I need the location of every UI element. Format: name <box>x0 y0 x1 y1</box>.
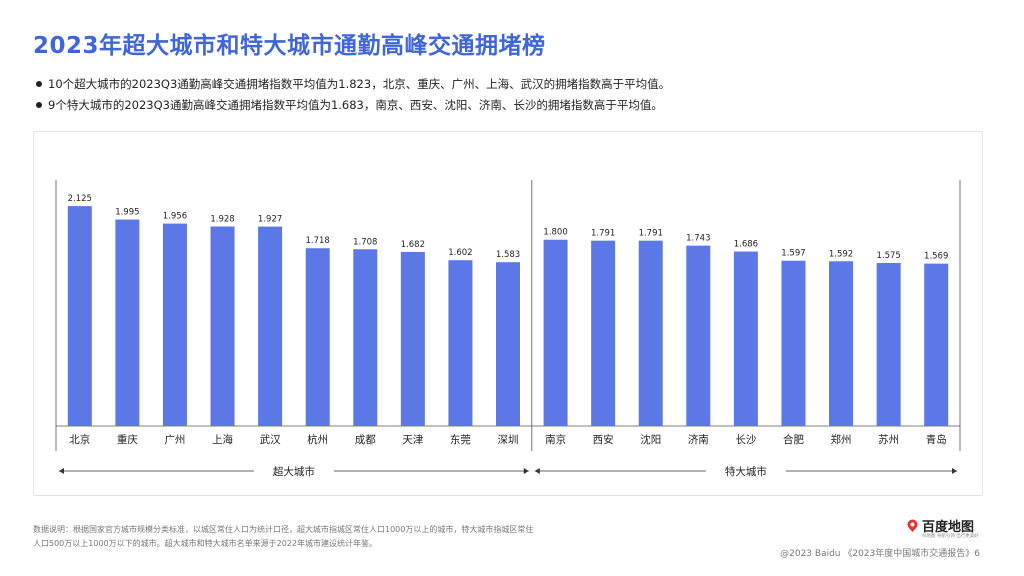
arrow-right-icon <box>523 468 529 474</box>
bullet-dot-icon <box>36 101 42 108</box>
data-label: 1.743 <box>686 234 710 244</box>
x-tick-label: 广州 <box>164 434 185 446</box>
logo-tagline: AI地图 导航引领 出行更美好 <box>922 534 979 539</box>
footnote-line: 人口500万以上1000万以下的城市。超大城市和特大城市名单来源于2022年城市… <box>33 539 377 548</box>
bar-成都 <box>353 249 378 426</box>
arrow-right-icon <box>952 468 957 474</box>
bar-南京 <box>543 239 568 426</box>
copyright-credit: @2023 Baidu 《2023年度中国城市交通报告》6 <box>780 549 980 559</box>
x-tick-label: 成都 <box>355 434 376 446</box>
page-title: 2023年超大城市和特大城市通勤高峰交通拥堵榜 <box>33 33 546 59</box>
x-tick-label: 杭州 <box>307 433 328 446</box>
data-label: 1.569 <box>924 252 948 262</box>
data-label: 1.927 <box>258 215 282 225</box>
data-label: 1.686 <box>734 240 758 250</box>
bar-青岛 <box>924 263 949 426</box>
x-tick-label: 上海 <box>212 433 233 446</box>
bar-苏州 <box>876 263 901 426</box>
data-label: 1.995 <box>115 208 139 218</box>
data-label: 1.575 <box>876 251 900 261</box>
x-tick-label: 西安 <box>593 433 614 446</box>
bar-沈阳 <box>638 240 663 426</box>
data-footnote: 数据说明：根据国家官方城市规模分类标准，以城区常住人口为统计口径，超大城市指城区… <box>33 523 633 551</box>
summary-bullets: 10个超大城市的2023Q3通勤高峰交通拥堵指数平均值为1.823，北京、重庆、… <box>36 74 670 116</box>
x-tick-label: 北京 <box>69 433 90 446</box>
bar-杭州 <box>305 248 330 426</box>
x-tick-label: 合肥 <box>783 433 804 446</box>
data-label: 2.125 <box>68 194 92 204</box>
baidu-map-logo: 百度地图 AI地图 导航引领 出行更美好 <box>906 516 986 542</box>
bar-广州 <box>162 223 187 426</box>
bar-上海 <box>210 226 235 426</box>
x-tick-label: 重庆 <box>117 433 138 446</box>
x-tick-label: 长沙 <box>735 434 756 446</box>
data-label: 1.718 <box>306 236 330 246</box>
bullet-item: 9个特大城市的2023Q3通勤高峰交通拥堵指数平均值为1.683，南京、西安、沈… <box>36 95 670 116</box>
data-label: 1.602 <box>448 248 472 258</box>
bullet-dot-icon <box>36 80 42 87</box>
data-label: 1.597 <box>781 249 805 259</box>
data-label: 1.592 <box>829 249 853 259</box>
data-label: 1.956 <box>163 212 187 222</box>
bar-东莞 <box>448 260 473 426</box>
bar-济南 <box>686 245 711 426</box>
data-label: 1.928 <box>210 214 234 224</box>
x-tick-label: 青岛 <box>926 433 947 446</box>
bullet-text: 9个特大城市的2023Q3通勤高峰交通拥堵指数平均值为1.683，南京、西安、沈… <box>48 98 663 112</box>
x-tick-label: 深圳 <box>498 434 519 446</box>
x-tick-label: 沈阳 <box>640 433 661 446</box>
x-tick-label: 济南 <box>688 433 709 446</box>
bar-重庆 <box>115 219 140 426</box>
group-label: 特大城市 <box>725 465 767 478</box>
group-label: 超大城市 <box>273 465 315 478</box>
bar-chart: 2.125 北京 1.995 重庆 1.956 广州 1.928 上海 1.927 武汉 1.718… <box>55 180 961 478</box>
x-tick-label: 南京 <box>545 433 566 446</box>
x-tick-label: 东莞 <box>450 433 471 446</box>
map-pin-icon <box>907 519 918 532</box>
footnote-line: 数据说明：根据国家官方城市规模分类标准，以城区常住人口为统计口径，超大城市指城区… <box>33 525 534 534</box>
x-tick-label: 武汉 <box>260 433 281 446</box>
arrow-left-icon <box>59 468 64 474</box>
logo-name: 百度地图 <box>922 520 975 535</box>
bullet-item: 10个超大城市的2023Q3通勤高峰交通拥堵指数平均值为1.823，北京、重庆、… <box>36 74 670 95</box>
data-label: 1.791 <box>639 229 663 239</box>
data-label: 1.583 <box>496 250 520 260</box>
bar-天津 <box>400 251 425 426</box>
data-label: 1.791 <box>591 229 615 239</box>
bar-长沙 <box>733 251 758 426</box>
chart-panel: 2.125 北京 1.995 重庆 1.956 广州 1.928 上海 1.927 武汉 1.718… <box>33 131 983 496</box>
bar-合肥 <box>781 260 806 426</box>
bar-深圳 <box>496 262 520 426</box>
bar-武汉 <box>258 226 283 426</box>
data-label: 1.682 <box>401 240 425 250</box>
x-tick-label: 郑州 <box>831 433 852 446</box>
bar-北京 <box>67 206 92 426</box>
x-tick-label: 苏州 <box>878 433 899 446</box>
x-tick-label: 天津 <box>402 434 423 446</box>
bar-郑州 <box>829 261 854 426</box>
arrow-left-icon <box>534 468 540 474</box>
data-label: 1.708 <box>353 237 377 247</box>
data-label: 1.800 <box>543 228 567 238</box>
bar-西安 <box>591 240 616 426</box>
bullet-text: 10个超大城市的2023Q3通勤高峰交通拥堵指数平均值为1.823，北京、重庆、… <box>48 77 671 91</box>
